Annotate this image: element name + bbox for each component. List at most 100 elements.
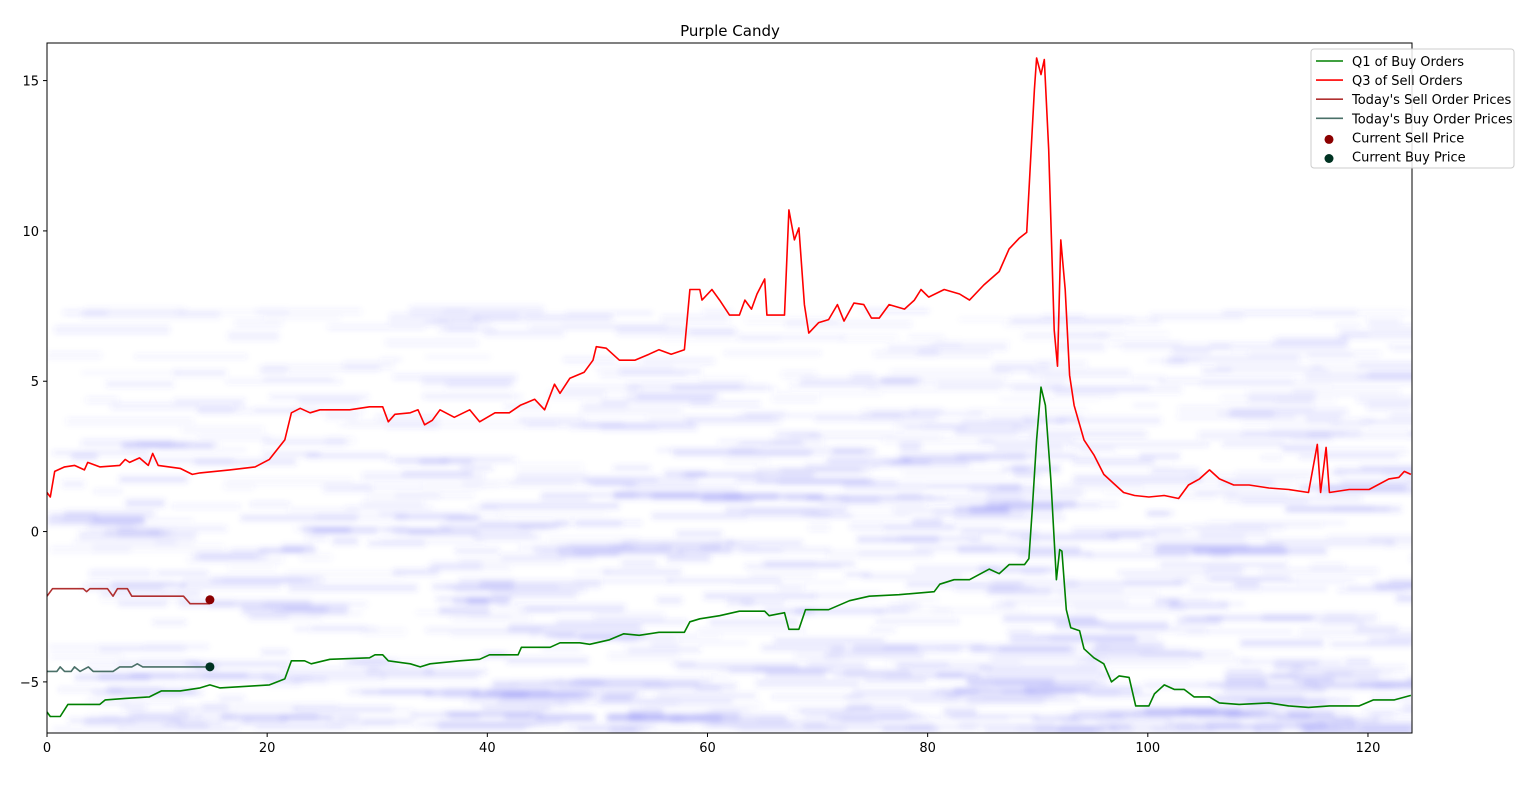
density-patch — [576, 677, 711, 684]
density-patch — [437, 726, 526, 731]
scatter-point-5 — [205, 662, 215, 672]
plot-frame — [46, 42, 1413, 734]
density-patch — [1372, 696, 1412, 701]
density-patch — [541, 492, 637, 498]
y-tick-label: −5 — [20, 676, 39, 691]
density-patch — [1281, 444, 1319, 453]
density-patch — [459, 556, 565, 565]
density-patch — [128, 711, 190, 719]
density-patch — [563, 357, 617, 362]
density-patch — [1298, 454, 1398, 459]
y-tick-label: 15 — [22, 75, 39, 90]
density-patch — [134, 354, 248, 359]
density-patch — [899, 442, 922, 451]
density-patch — [1315, 721, 1412, 725]
density-patch — [943, 707, 977, 716]
density-patch — [156, 571, 209, 576]
density-patch — [595, 365, 674, 370]
density-patch — [979, 438, 1073, 445]
density-patch — [1042, 376, 1070, 383]
density-patch — [1202, 368, 1330, 374]
density-patch — [1303, 680, 1356, 686]
density-patch — [671, 661, 697, 666]
density-patch — [1366, 318, 1401, 325]
density-patch — [1246, 390, 1316, 399]
density-patch — [427, 722, 547, 727]
density-patch — [1371, 712, 1394, 720]
density-patch — [1094, 463, 1173, 468]
density-patch — [882, 438, 995, 444]
legend-label: Today's Buy Order Prices — [1351, 112, 1513, 127]
density-patch — [183, 578, 314, 584]
density-patch — [739, 335, 844, 340]
density-patch — [802, 723, 934, 730]
density-patch — [504, 713, 593, 721]
density-patch — [394, 458, 449, 465]
density-patch — [608, 652, 679, 660]
density-patch — [1002, 598, 1127, 606]
density-patch — [1310, 563, 1346, 570]
density-patch — [305, 535, 328, 541]
density-patch — [517, 416, 586, 423]
density-patch — [465, 699, 567, 706]
density-patch — [1274, 659, 1320, 667]
density-patch — [1410, 554, 1412, 562]
density-patch — [1077, 660, 1192, 666]
density-patch — [249, 614, 289, 619]
density-patch — [709, 619, 799, 626]
density-patch — [1340, 479, 1412, 485]
density-patch — [616, 327, 735, 335]
density-patch — [808, 523, 830, 532]
density-patch — [1231, 523, 1323, 527]
density-patch — [1020, 536, 1119, 541]
density-patch — [100, 597, 192, 603]
density-patch — [1003, 318, 1126, 327]
density-patch — [366, 667, 433, 675]
density-patch — [1226, 710, 1311, 719]
legend-label: Current Sell Price — [1352, 131, 1464, 146]
density-patch — [1023, 416, 1081, 422]
density-patch — [1078, 447, 1116, 452]
density-patch — [695, 686, 722, 691]
density-patch — [181, 426, 265, 433]
density-patch — [87, 522, 136, 531]
density-patch — [361, 500, 424, 507]
density-patch — [733, 580, 847, 585]
density-patch — [708, 720, 826, 728]
density-patch — [908, 335, 945, 341]
density-patch — [575, 569, 610, 574]
density-patch — [700, 545, 723, 551]
legend-label: Q3 of Sell Orders — [1352, 74, 1463, 89]
density-patch — [723, 493, 822, 500]
density-patch — [1091, 650, 1203, 659]
density-patch — [203, 672, 267, 679]
density-patch — [1312, 310, 1407, 316]
density-patch — [107, 687, 196, 695]
density-patch — [685, 417, 782, 424]
density-patch — [1297, 721, 1357, 728]
density-patch — [781, 371, 817, 379]
density-patch — [193, 551, 267, 560]
density-patch — [138, 661, 202, 666]
density-patch — [1211, 694, 1305, 703]
density-patch — [305, 453, 388, 458]
density-patch — [840, 334, 898, 342]
density-patch — [81, 371, 179, 375]
density-patch — [755, 479, 875, 484]
density-patch — [1095, 642, 1164, 650]
density-patch — [1204, 566, 1244, 572]
density-patch — [1177, 617, 1221, 626]
density-patch — [1056, 342, 1105, 351]
density-patch — [1291, 435, 1333, 442]
density-patch — [64, 510, 155, 518]
density-patch — [789, 706, 851, 715]
density-patch — [174, 706, 199, 713]
density-patch — [703, 674, 731, 678]
density-patch — [532, 545, 670, 554]
density-patch — [236, 722, 365, 728]
x-tick-label: 80 — [919, 741, 936, 756]
density-patch — [409, 306, 544, 315]
density-patch — [1118, 570, 1243, 575]
density-patch — [497, 511, 607, 517]
